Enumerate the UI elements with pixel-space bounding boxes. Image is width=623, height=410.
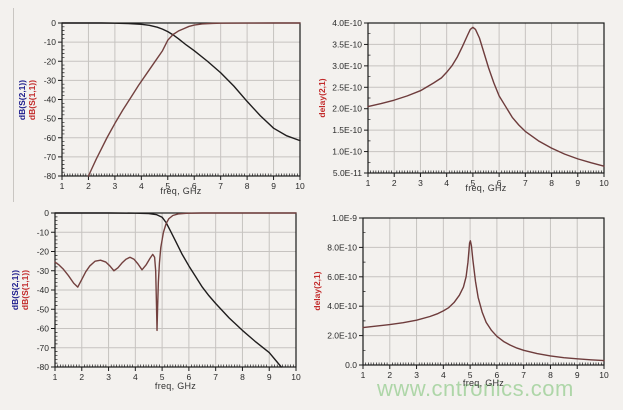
x-tick-label: 6 bbox=[187, 372, 192, 382]
x-tick-label: 7 bbox=[523, 178, 528, 188]
y-tick-label: 1.0E-10 bbox=[332, 147, 362, 157]
x-tick-label: 8 bbox=[240, 372, 245, 382]
y-tick-label: 1.5E-10 bbox=[332, 125, 362, 135]
y-tick-label: 5.0E-11 bbox=[333, 168, 362, 178]
x-tick-label: 2 bbox=[79, 372, 84, 382]
x-tick-label: 4 bbox=[444, 178, 449, 188]
y-tick-label: -40 bbox=[44, 95, 57, 105]
x-axis-title-top-left: freq, GHz bbox=[160, 186, 202, 196]
y-tick-label: -30 bbox=[44, 75, 57, 85]
y-tick-label: 4.0E-10 bbox=[332, 18, 362, 28]
y-tick-label: 0.0 bbox=[345, 360, 357, 370]
y-tick-label: 2.0E-10 bbox=[332, 104, 362, 114]
y-tick-label: 3.5E-10 bbox=[332, 39, 362, 49]
y-tick-label: 2.0E-10 bbox=[327, 331, 357, 341]
x-tick-label: 8 bbox=[548, 370, 553, 380]
plot-top-right-group-delay: 1 2 3 4 5 6 7 8 9 10 4.0E-10 3.5E-10 3.0E-10 2.5E-10 2… bbox=[332, 18, 609, 188]
y-tick-label: 1.0E-9 bbox=[332, 213, 357, 223]
plot-top-left-s-parameters: 1 2 3 4 5 6 7 8 9 10 0 -10 -20 -30 -40 -50 -60 -70 -80 bbox=[44, 18, 305, 191]
scan-artifact-line bbox=[13, 8, 14, 202]
x-axis-title-top-right: freq, GHz bbox=[465, 183, 507, 193]
x-tick-label: 4 bbox=[133, 372, 138, 382]
x-axis-title-bottom-left: freq, GHz bbox=[154, 381, 197, 391]
x-tick-label: 6 bbox=[497, 178, 502, 188]
x-tick-label: 2 bbox=[387, 370, 392, 380]
x-tick-label: 3 bbox=[113, 181, 118, 191]
x-tick-label: 5 bbox=[468, 370, 473, 380]
x-tick-label: 6 bbox=[192, 181, 197, 191]
watermark-text: www.cntronics.com bbox=[377, 376, 574, 401]
y-tick-label: 4.0E-10 bbox=[327, 301, 357, 311]
x-tick-label: 4 bbox=[139, 181, 144, 191]
trace-delay-2-1- bbox=[367, 26, 605, 167]
y-tick-label: -60 bbox=[37, 324, 50, 334]
x-tick-label: 9 bbox=[575, 370, 580, 380]
y-tick-label: 8.0E-10 bbox=[327, 242, 357, 252]
trace-db-s-2-1- bbox=[54, 212, 282, 368]
y-tick-label: -20 bbox=[37, 247, 50, 257]
x-tick-label: 7 bbox=[218, 181, 223, 191]
y-tick-label: 0 bbox=[44, 208, 49, 218]
x-tick-label: 5 bbox=[160, 372, 165, 382]
x-tick-label: 1 bbox=[60, 181, 65, 191]
y-tick-label: -80 bbox=[44, 171, 57, 181]
y-tick-label: 0 bbox=[51, 18, 56, 28]
x-axis-title-bottom-right: freq, GHz bbox=[462, 378, 505, 388]
plot-bottom-left-s-parameters: 1 2 3 4 5 6 7 8 9 10 0 -10 -20 -30 -40 -50 -60 -70 -80 bbox=[37, 208, 301, 382]
x-tick-label: 9 bbox=[271, 181, 276, 191]
x-tick-label: 10 bbox=[295, 181, 305, 191]
x-tick-label: 4 bbox=[441, 370, 446, 380]
x-tick-label: 9 bbox=[575, 178, 580, 188]
x-tick-label: 8 bbox=[245, 181, 250, 191]
x-tick-label: 7 bbox=[521, 370, 526, 380]
y-tick-label: 2.5E-10 bbox=[332, 82, 362, 92]
y-tick-label: -70 bbox=[44, 152, 57, 162]
x-tick-label: 1 bbox=[366, 178, 371, 188]
y-tick-label: 3.0E-10 bbox=[332, 61, 362, 71]
x-tick-label: 5 bbox=[471, 178, 476, 188]
x-tick-label: 2 bbox=[392, 178, 397, 188]
y-tick-label: -50 bbox=[37, 304, 50, 314]
y-tick-label: -20 bbox=[44, 56, 57, 66]
x-tick-label: 8 bbox=[549, 178, 554, 188]
x-tick-label: 10 bbox=[291, 372, 301, 382]
y-tick-label: -50 bbox=[44, 114, 57, 124]
x-tick-label: 3 bbox=[418, 178, 423, 188]
trace-db-s-1-1- bbox=[87, 22, 301, 177]
trace-db-s-2-1- bbox=[61, 22, 301, 142]
y-tick-label: -80 bbox=[37, 362, 50, 372]
x-tick-label: 2 bbox=[86, 181, 91, 191]
trace-db-s-1-1- bbox=[54, 212, 297, 332]
x-tick-label: 7 bbox=[213, 372, 218, 382]
x-tick-label: 9 bbox=[267, 372, 272, 382]
x-tick-label: 1 bbox=[53, 372, 58, 382]
x-tick-label: 5 bbox=[165, 181, 170, 191]
y-tick-label: -40 bbox=[37, 285, 50, 295]
x-tick-label: 10 bbox=[599, 370, 609, 380]
trace-delay-2-1- bbox=[362, 240, 605, 362]
y-tick-label: -10 bbox=[37, 227, 50, 237]
y-tick-label: -10 bbox=[44, 37, 57, 47]
x-tick-label: 10 bbox=[599, 178, 609, 188]
x-tick-label: 3 bbox=[414, 370, 419, 380]
x-tick-label: 3 bbox=[106, 372, 111, 382]
y-tick-label: -30 bbox=[37, 266, 50, 276]
y-tick-label: -70 bbox=[37, 343, 50, 353]
x-tick-label: 6 bbox=[495, 370, 500, 380]
y-tick-label: -60 bbox=[44, 133, 57, 143]
y-tick-label: 6.0E-10 bbox=[327, 272, 357, 282]
x-tick-label: 1 bbox=[361, 370, 366, 380]
plot-bottom-right-group-delay: 1 2 3 4 5 6 7 8 9 10 1.0E-9 8.0E-10 6.0E-10 4.0E-10 2.… bbox=[327, 213, 609, 380]
